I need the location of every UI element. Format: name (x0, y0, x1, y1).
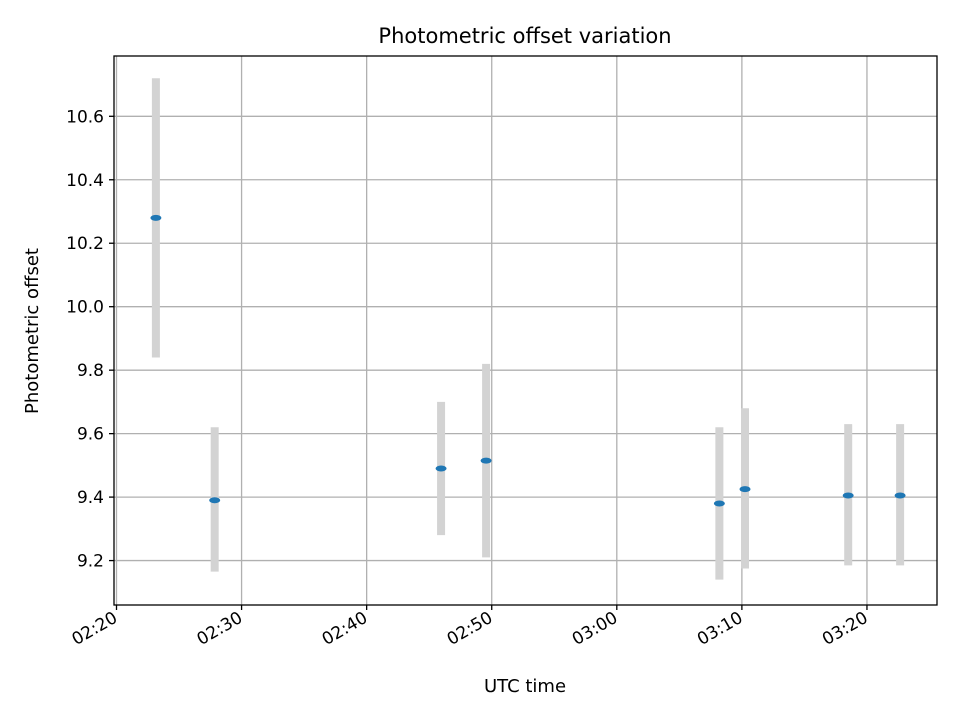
y-tick-label: 10.2 (66, 234, 104, 254)
x-tick-label: 03:00 (569, 608, 621, 650)
plot-area (113, 55, 938, 606)
data-points (150, 214, 906, 507)
data-point (739, 486, 751, 493)
y-tick-label: 10.0 (66, 298, 104, 318)
y-tick-label: 9.8 (77, 361, 104, 381)
y-axis-label: Photometric offset (22, 248, 43, 414)
data-point (209, 497, 221, 504)
chart-title: Photometric offset variation (378, 24, 671, 48)
data-point (435, 465, 447, 472)
y-tick-label: 9.4 (77, 488, 104, 508)
x-tick-label: 02:20 (69, 608, 121, 650)
data-point (480, 457, 492, 464)
y-tick-label: 9.6 (77, 425, 104, 445)
x-tick-label: 03:20 (819, 608, 871, 650)
x-tick-label: 02:30 (194, 608, 246, 650)
y-tick-label: 10.4 (66, 171, 104, 191)
error-bars (151, 78, 905, 580)
x-tick-label: 02:40 (319, 608, 371, 650)
data-point (713, 500, 725, 507)
x-axis-label: UTC time (484, 676, 566, 697)
y-tick-label: 9.2 (77, 552, 104, 572)
axis-ticks: 02:20 02:30 02:40 02:50 03:00 03:10 03:20 9.2 9.… (66, 107, 871, 650)
data-point (842, 492, 854, 499)
grid-lines (114, 56, 937, 605)
y-tick-label: 10.6 (66, 107, 104, 127)
x-tick-label: 03:10 (694, 608, 746, 650)
x-tick-label: 02:50 (444, 608, 496, 650)
data-point (150, 214, 162, 221)
data-point (894, 492, 906, 499)
